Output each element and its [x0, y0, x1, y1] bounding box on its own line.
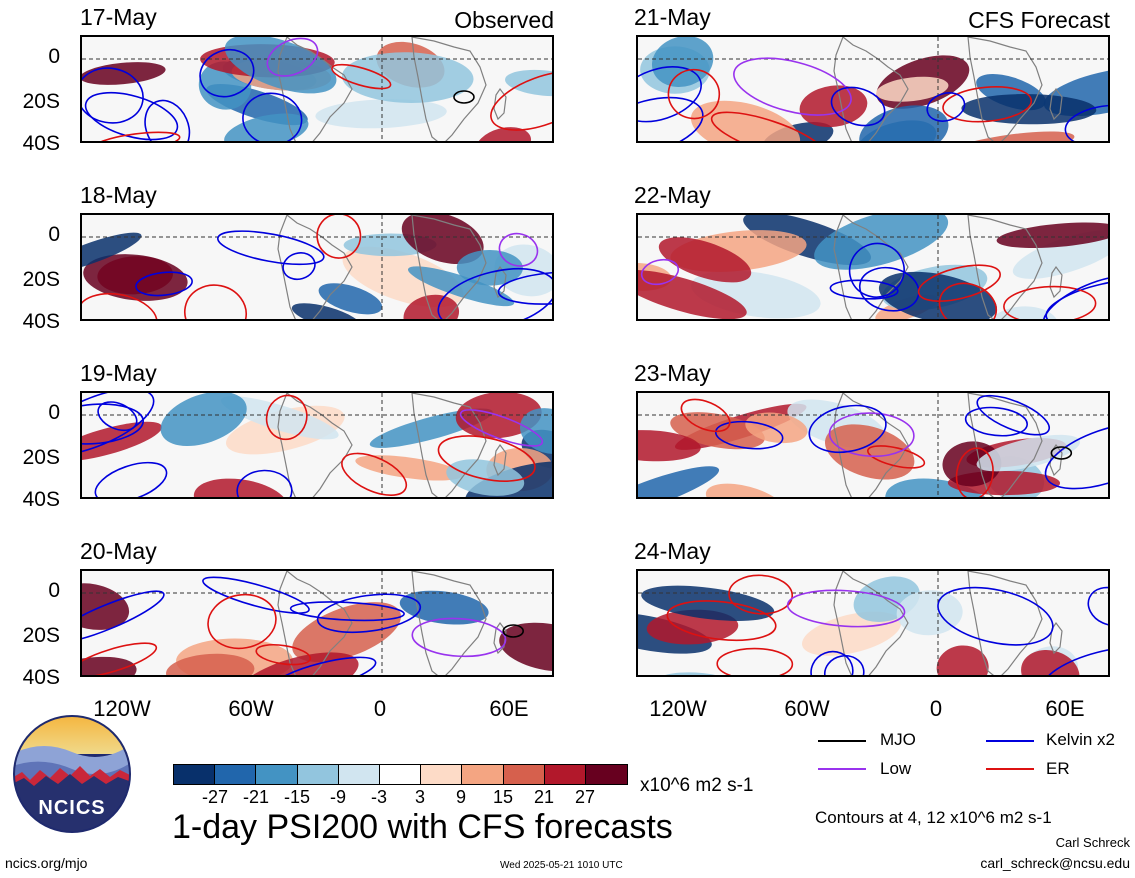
- figure-title: 1-day PSI200 with CFS forecasts: [172, 808, 673, 846]
- map-panel-20may: [80, 569, 554, 677]
- colorbar-swatch: [462, 765, 504, 784]
- legend-kelvin-label: Kelvin x2: [1046, 730, 1115, 749]
- colorbar-swatch: [215, 765, 257, 784]
- panel-date-19may: 19-May: [80, 360, 157, 386]
- y-tick-20s: 20S: [22, 624, 60, 647]
- author-email: carl_schreck@ncsu.edu: [980, 855, 1130, 871]
- panel-date-20may: 20-May: [80, 538, 157, 564]
- x-tick-120w: 120W: [649, 696, 707, 721]
- map-panel-23may: [636, 391, 1110, 499]
- map-panel-21may: [636, 35, 1110, 143]
- panel-date-22may: 22-May: [634, 182, 711, 208]
- panel-date-23may: 23-May: [634, 360, 711, 386]
- legend-low-label: Low: [880, 759, 912, 778]
- colorbar-swatch: [544, 765, 586, 784]
- y-tick-0: 0: [48, 45, 60, 68]
- observed-header: Observed: [454, 7, 554, 33]
- colorbar-units: x10^6 m2 s-1: [640, 775, 754, 796]
- y-tick-40s: 40S: [22, 666, 60, 689]
- y-tick-20s: 20S: [22, 268, 60, 291]
- x-tick-60w: 60W: [228, 696, 274, 721]
- map-panel-18may: [80, 213, 554, 321]
- ncics-logo-graphic: [13, 715, 131, 833]
- cfs-forecast-header: CFS Forecast: [968, 7, 1110, 33]
- y-tick-0: 0: [48, 401, 60, 424]
- contours-note: Contours at 4, 12 x10^6 m2 s-1: [815, 808, 1052, 827]
- panel-date-18may: 18-May: [80, 182, 157, 208]
- colorbar-tick: -15: [283, 787, 311, 807]
- logo-text: NCICS: [38, 797, 106, 819]
- map-panel-22may: [636, 213, 1110, 321]
- y-tick-20s: 20S: [22, 90, 60, 113]
- legend-er-label: ER: [1046, 759, 1070, 778]
- colorbar-tick: -27: [201, 787, 229, 807]
- x-tick-60w: 60W: [784, 696, 830, 721]
- legend-low-line: [818, 768, 866, 770]
- colorbar-swatch: [297, 765, 339, 784]
- colorbar-swatch: [174, 765, 216, 784]
- y-tick-40s: 40S: [22, 310, 60, 333]
- colorbar-swatch: [503, 765, 545, 784]
- y-tick-20s: 20S: [22, 446, 60, 469]
- source-url: ncics.org/mjo: [5, 855, 88, 871]
- colorbar-swatch: [379, 765, 422, 784]
- panel-date-21may: 21-May: [634, 4, 711, 30]
- x-tick-0: 0: [929, 696, 943, 721]
- colorbar-swatch: [256, 765, 298, 784]
- x-tick-120w: 120W: [93, 696, 151, 721]
- ncics-logo: NCICS: [12, 714, 132, 834]
- panel-date-17may: 17-May: [80, 4, 157, 30]
- colorbar-swatch: [421, 765, 463, 784]
- y-tick-0: 0: [48, 223, 60, 246]
- x-tick-60e: 60E: [489, 696, 529, 721]
- map-panel-17may: [80, 35, 554, 143]
- y-tick-40s: 40S: [22, 132, 60, 155]
- x-tick-60e: 60E: [1045, 696, 1085, 721]
- colorbar-tick: 27: [574, 787, 596, 807]
- colorbar-tick: -9: [329, 787, 347, 807]
- timestamp: Wed 2025-05-21 1010 UTC: [500, 860, 623, 871]
- author-credit: Carl Schreck: [1055, 835, 1130, 850]
- colorbar-swatch: [585, 765, 628, 784]
- legend-mjo-label: MJO: [880, 730, 916, 749]
- map-panel-24may: [636, 569, 1110, 677]
- colorbar-tick: -21: [242, 787, 270, 807]
- colorbar-tick: 3: [414, 787, 426, 807]
- colorbar-tick: -3: [370, 787, 388, 807]
- colorbar: [173, 764, 629, 785]
- x-tick-0: 0: [373, 696, 387, 721]
- y-tick-40s: 40S: [22, 488, 60, 511]
- colorbar-tick: 9: [455, 787, 467, 807]
- legend-er-line: [986, 768, 1034, 770]
- colorbar-tick: 21: [533, 787, 555, 807]
- legend-mjo-line: [818, 740, 866, 742]
- panel-date-24may: 24-May: [634, 538, 711, 564]
- y-tick-0: 0: [48, 579, 60, 602]
- colorbar-swatch: [338, 765, 380, 784]
- legend-kelvin-line: [986, 740, 1034, 742]
- colorbar-tick: 15: [492, 787, 514, 807]
- map-panel-19may: [80, 391, 554, 499]
